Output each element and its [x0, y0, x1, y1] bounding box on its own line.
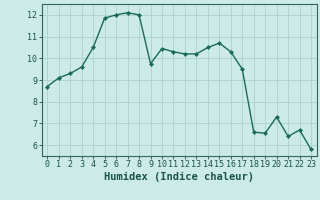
X-axis label: Humidex (Indice chaleur): Humidex (Indice chaleur): [104, 172, 254, 182]
